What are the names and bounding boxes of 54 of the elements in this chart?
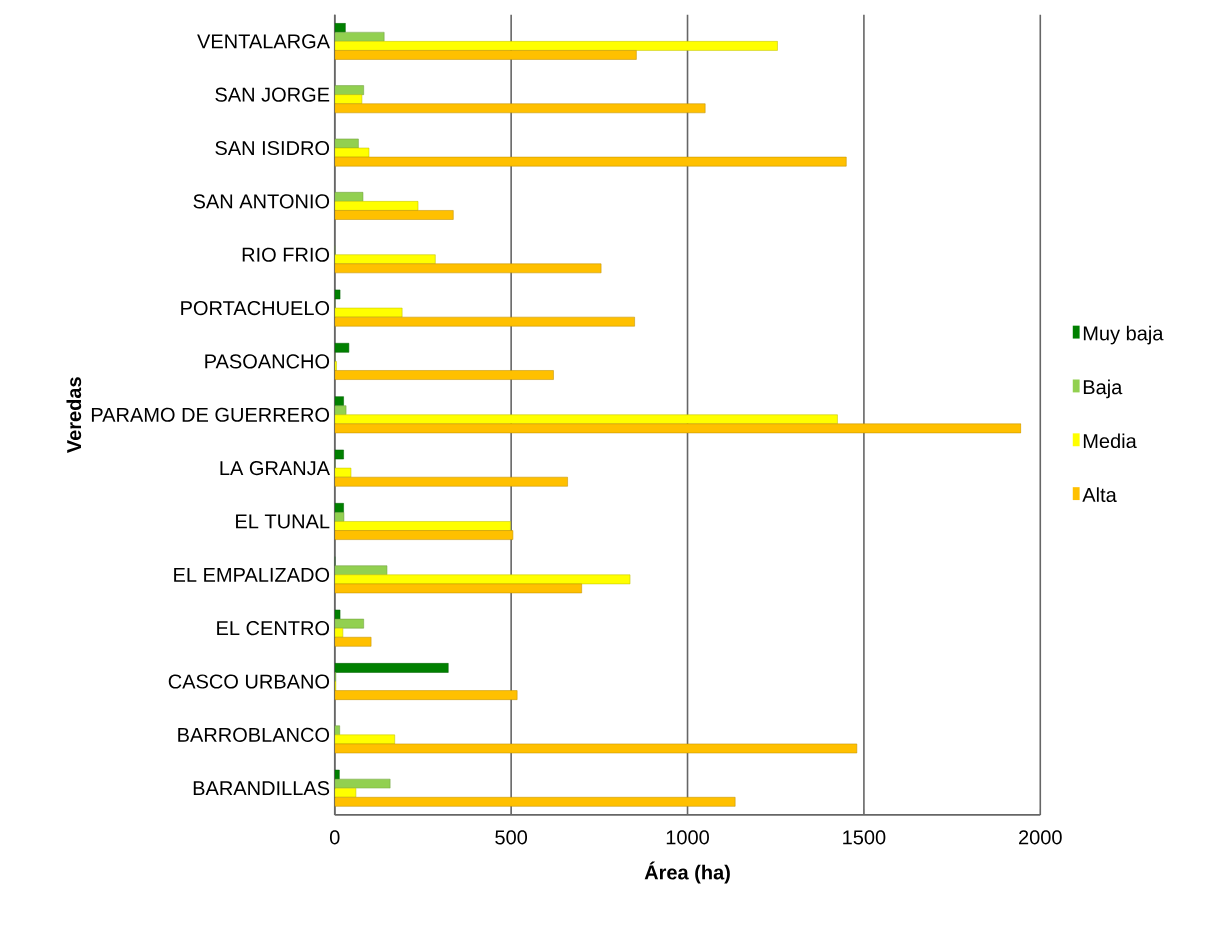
bar [334, 41, 778, 51]
bar [334, 254, 436, 265]
bar [334, 147, 370, 158]
x-tick-label: 500 [495, 830, 528, 845]
y-tick-label: CASCO URBANO [168, 674, 330, 689]
bar [334, 797, 736, 807]
y-tick-label: PARAMO DE GUERRERO [91, 407, 330, 423]
y-tick-label: BARANDILLAS [193, 781, 330, 796]
bar [334, 414, 838, 425]
bar [334, 308, 403, 318]
y-tick-label: BARROBLANCO [178, 727, 330, 743]
bar [334, 628, 344, 638]
bar [334, 370, 554, 381]
x-tick-label: 1500 [843, 830, 886, 845]
y-tick-label: EL TUNAL [236, 514, 330, 529]
bar [334, 690, 518, 701]
bar [334, 157, 847, 167]
x-axis-title: Área (ha) [644, 861, 730, 884]
bar [334, 423, 1022, 434]
y-tick-label: VENTALARGA [197, 34, 331, 49]
legend-label: Muy baja [1083, 325, 1164, 345]
bar [334, 468, 352, 478]
y-axis-title: Veredas [66, 377, 82, 454]
bar [334, 50, 637, 60]
bar [334, 94, 363, 105]
x-tick-label: 2000 [1019, 830, 1062, 845]
bar [334, 317, 635, 327]
bar [334, 530, 514, 541]
bar [334, 263, 602, 274]
y-tick-label: SAN JORGE [215, 87, 330, 102]
y-tick-label: SAN ISIDRO [215, 141, 330, 156]
bar [334, 743, 858, 754]
y-tick-label: LA GRANJA [220, 461, 330, 476]
y-tick-label: RIO FRIO [242, 247, 330, 262]
x-tick-label: 0 [329, 830, 340, 845]
y-tick-label: PASOANCHO [205, 354, 330, 369]
y-tick-label: EL CENTRO [217, 621, 330, 636]
bar [334, 583, 582, 594]
y-tick-label: EL EMPALIZADO [174, 567, 330, 583]
bar [334, 637, 372, 647]
bar [334, 210, 454, 220]
bar [334, 103, 706, 114]
y-tick-label: SAN ANTONIO [193, 194, 330, 209]
bar [334, 477, 568, 487]
bar [334, 734, 395, 745]
bar [334, 201, 419, 211]
bar [334, 574, 631, 585]
legend-label: Media [1083, 433, 1137, 449]
y-tick-label: PORTACHUELO [181, 301, 330, 316]
bar [334, 521, 511, 532]
legend-label: Alta [1082, 487, 1117, 503]
legend-label: Baja [1083, 379, 1123, 399]
bar [334, 788, 357, 798]
x-tick-label: 1000 [666, 830, 709, 845]
